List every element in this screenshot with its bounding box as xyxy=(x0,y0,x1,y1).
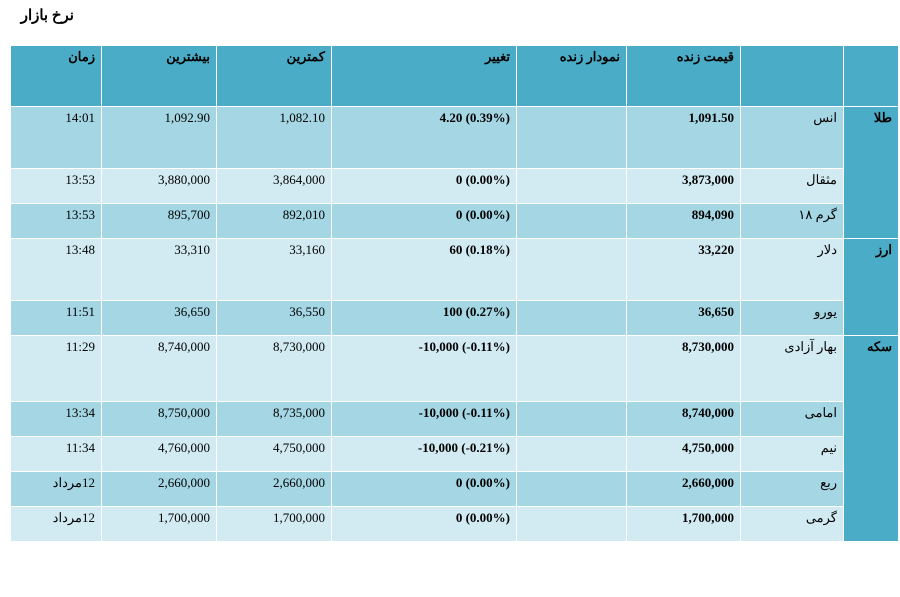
item-name: بهار آزادی xyxy=(740,335,844,402)
header-change: تغییر xyxy=(331,45,517,107)
highest-value: 4,760,000 xyxy=(101,436,217,472)
lowest-value: 4,750,000 xyxy=(216,436,332,472)
lowest-value: 1,082.10 xyxy=(216,106,332,169)
lowest-value: 8,735,000 xyxy=(216,401,332,437)
change-value: 0 (0.00%) xyxy=(331,203,517,239)
item-name: انس xyxy=(740,106,844,169)
item-name: یورو xyxy=(740,300,844,336)
live-price: 3,873,000 xyxy=(626,168,741,204)
item-name: ربع xyxy=(740,471,844,507)
header-lowest: کمترین xyxy=(216,45,332,107)
table-row: نیم 4,750,000 -10,000 (-0.21%) 4,750,000… xyxy=(10,436,899,472)
live-price: 1,700,000 xyxy=(626,506,741,542)
group-label: طلا xyxy=(843,106,899,239)
highest-value: 3,880,000 xyxy=(101,168,217,204)
group-label: سکه xyxy=(843,335,899,542)
time-value: 11:34 xyxy=(10,436,102,472)
change-value: 4.20 (0.39%) xyxy=(331,106,517,169)
page-title: نرخ بازار xyxy=(20,8,74,24)
live-chart xyxy=(516,506,627,542)
time-value: 13:53 xyxy=(10,203,102,239)
table-row: گرمی 1,700,000 0 (0.00%) 1,700,000 1,700… xyxy=(10,506,899,542)
item-name: گرمی xyxy=(740,506,844,542)
change-value: 0 (0.00%) xyxy=(331,506,517,542)
change-value: -10,000 (-0.21%) xyxy=(331,436,517,472)
live-chart xyxy=(516,436,627,472)
table-row: گرم ۱۸ 894,090 0 (0.00%) 892,010 895,700… xyxy=(10,203,899,239)
time-value: 11:29 xyxy=(10,335,102,402)
header-row: قیمت زنده نمودار زنده تغییر کمترین بیشتر… xyxy=(10,45,899,107)
live-chart xyxy=(516,168,627,204)
lowest-value: 1,700,000 xyxy=(216,506,332,542)
highest-value: 1,700,000 xyxy=(101,506,217,542)
live-chart xyxy=(516,471,627,507)
live-price: 36,650 xyxy=(626,300,741,336)
live-chart xyxy=(516,203,627,239)
time-value: 13:48 xyxy=(10,238,102,301)
table-row: مثقال 3,873,000 0 (0.00%) 3,864,000 3,88… xyxy=(10,168,899,204)
live-chart xyxy=(516,238,627,301)
live-price: 1,091.50 xyxy=(626,106,741,169)
time-value: 14:01 xyxy=(10,106,102,169)
header-group xyxy=(843,45,899,107)
table-row: طلا انس 1,091.50 4.20 (0.39%) 1,082.10 1… xyxy=(10,106,899,239)
header-time: زمان xyxy=(10,45,102,107)
live-price: 8,730,000 xyxy=(626,335,741,402)
highest-value: 8,740,000 xyxy=(101,335,217,402)
item-name: مثقال xyxy=(740,168,844,204)
highest-value: 2,660,000 xyxy=(101,471,217,507)
live-chart xyxy=(516,335,627,402)
item-name: دلار xyxy=(740,238,844,301)
live-price: 2,660,000 xyxy=(626,471,741,507)
highest-value: 36,650 xyxy=(101,300,217,336)
header-highest: بیشترین xyxy=(101,45,217,107)
header-live-price: قیمت زنده xyxy=(626,45,741,107)
lowest-value: 33,160 xyxy=(216,238,332,301)
header-live-chart: نمودار زنده xyxy=(516,45,627,107)
change-value: 100 (0.27%) xyxy=(331,300,517,336)
market-rates-table: قیمت زنده نمودار زنده تغییر کمترین بیشتر… xyxy=(10,45,899,542)
change-value: 60 (0.18%) xyxy=(331,238,517,301)
table-row: ربع 2,660,000 0 (0.00%) 2,660,000 2,660,… xyxy=(10,471,899,507)
time-value: 12مرداد xyxy=(10,471,102,507)
change-value: -10,000 (-0.11%) xyxy=(331,335,517,402)
lowest-value: 2,660,000 xyxy=(216,471,332,507)
lowest-value: 3,864,000 xyxy=(216,168,332,204)
table-row: سکه بهار آزادی 8,730,000 -10,000 (-0.11%… xyxy=(10,335,899,542)
group-label: ارز xyxy=(843,238,899,336)
lowest-value: 36,550 xyxy=(216,300,332,336)
change-value: 0 (0.00%) xyxy=(331,168,517,204)
header-item xyxy=(740,45,844,107)
item-name: گرم ۱۸ xyxy=(740,203,844,239)
highest-value: 1,092.90 xyxy=(101,106,217,169)
item-name: امامی xyxy=(740,401,844,437)
live-price: 894,090 xyxy=(626,203,741,239)
highest-value: 8,750,000 xyxy=(101,401,217,437)
live-price: 4,750,000 xyxy=(626,436,741,472)
lowest-value: 892,010 xyxy=(216,203,332,239)
live-chart xyxy=(516,401,627,437)
live-chart xyxy=(516,106,627,169)
live-price: 8,740,000 xyxy=(626,401,741,437)
time-value: 13:53 xyxy=(10,168,102,204)
time-value: 11:51 xyxy=(10,300,102,336)
time-value: 12مرداد xyxy=(10,506,102,542)
change-value: -10,000 (-0.11%) xyxy=(331,401,517,437)
table-row: ارز دلار 33,220 60 (0.18%) 33,160 33,310… xyxy=(10,238,899,336)
item-name: نیم xyxy=(740,436,844,472)
highest-value: 895,700 xyxy=(101,203,217,239)
lowest-value: 8,730,000 xyxy=(216,335,332,402)
table-row: یورو 36,650 100 (0.27%) 36,550 36,650 11… xyxy=(10,300,899,336)
live-chart xyxy=(516,300,627,336)
table-row: امامی 8,740,000 -10,000 (-0.11%) 8,735,0… xyxy=(10,401,899,437)
change-value: 0 (0.00%) xyxy=(331,471,517,507)
highest-value: 33,310 xyxy=(101,238,217,301)
time-value: 13:34 xyxy=(10,401,102,437)
live-price: 33,220 xyxy=(626,238,741,301)
